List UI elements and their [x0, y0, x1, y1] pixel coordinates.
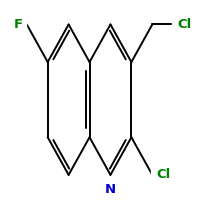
Text: F: F — [14, 18, 23, 31]
Text: N: N — [105, 183, 116, 196]
Bar — [107, 177, 113, 188]
Bar — [172, 19, 183, 30]
Text: Cl: Cl — [156, 168, 171, 181]
Bar — [151, 169, 162, 180]
Text: Cl: Cl — [177, 18, 191, 31]
Bar — [20, 19, 26, 30]
